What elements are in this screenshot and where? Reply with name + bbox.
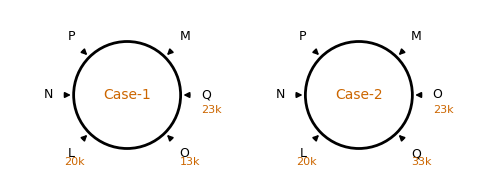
- Text: L: L: [300, 147, 307, 160]
- Text: 33k: 33k: [411, 157, 432, 167]
- Text: L: L: [68, 147, 75, 160]
- Text: 23k: 23k: [201, 105, 222, 115]
- Text: N: N: [276, 89, 285, 101]
- Text: M: M: [411, 30, 422, 43]
- Text: P: P: [299, 30, 307, 43]
- Text: 20k: 20k: [65, 157, 85, 167]
- Text: N: N: [44, 89, 53, 101]
- Text: Q: Q: [201, 89, 211, 101]
- Text: O: O: [179, 147, 189, 160]
- Text: O: O: [433, 89, 443, 101]
- Text: 23k: 23k: [433, 105, 453, 115]
- Text: 20k: 20k: [296, 157, 317, 167]
- Text: 13k: 13k: [179, 157, 200, 167]
- Text: M: M: [179, 30, 190, 43]
- Text: Q: Q: [411, 147, 421, 160]
- Text: P: P: [68, 30, 75, 43]
- Text: Case-2: Case-2: [335, 88, 382, 102]
- Text: Case-1: Case-1: [103, 88, 151, 102]
